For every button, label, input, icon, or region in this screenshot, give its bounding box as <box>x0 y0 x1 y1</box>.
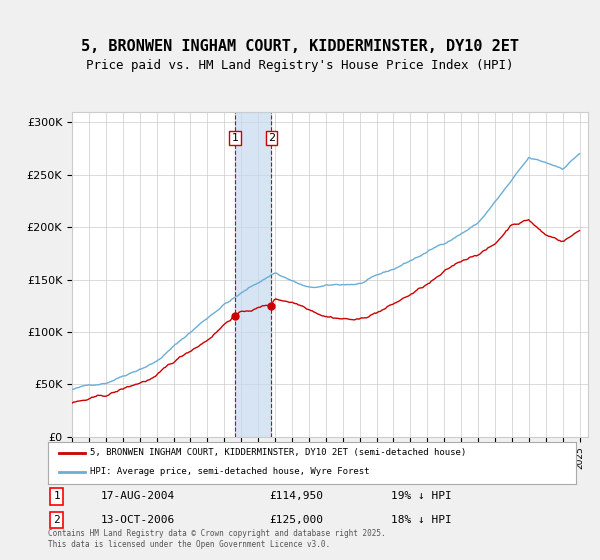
Text: HPI: Average price, semi-detached house, Wyre Forest: HPI: Average price, semi-detached house,… <box>90 467 370 477</box>
Text: 5, BRONWEN INGHAM COURT, KIDDERMINSTER, DY10 2ET: 5, BRONWEN INGHAM COURT, KIDDERMINSTER, … <box>81 39 519 54</box>
Text: £125,000: £125,000 <box>270 515 324 525</box>
Text: Price paid vs. HM Land Registry's House Price Index (HPI): Price paid vs. HM Land Registry's House … <box>86 59 514 72</box>
Text: 2: 2 <box>53 515 60 525</box>
Text: 19% ↓ HPI: 19% ↓ HPI <box>391 491 452 501</box>
Text: 5, BRONWEN INGHAM COURT, KIDDERMINSTER, DY10 2ET (semi-detached house): 5, BRONWEN INGHAM COURT, KIDDERMINSTER, … <box>90 449 466 458</box>
Text: 18% ↓ HPI: 18% ↓ HPI <box>391 515 452 525</box>
Text: 1: 1 <box>232 133 238 143</box>
Text: Contains HM Land Registry data © Crown copyright and database right 2025.
This d: Contains HM Land Registry data © Crown c… <box>48 529 386 549</box>
Text: 1: 1 <box>53 491 60 501</box>
Text: 17-AUG-2004: 17-AUG-2004 <box>101 491 175 501</box>
Text: 2: 2 <box>268 133 275 143</box>
Text: £114,950: £114,950 <box>270 491 324 501</box>
Bar <box>235 112 271 437</box>
Text: 13-OCT-2006: 13-OCT-2006 <box>101 515 175 525</box>
